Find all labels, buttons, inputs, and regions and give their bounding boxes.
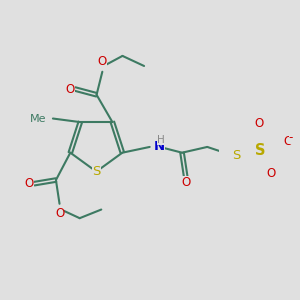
Text: N: N <box>154 140 165 153</box>
Text: O: O <box>25 177 34 190</box>
Text: O: O <box>182 176 191 189</box>
Text: S: S <box>92 165 100 178</box>
Text: O: O <box>266 167 275 180</box>
Text: S: S <box>232 149 241 162</box>
Text: O: O <box>284 135 293 148</box>
Text: O: O <box>98 55 107 68</box>
Text: S: S <box>256 143 266 158</box>
Text: -: - <box>289 131 293 144</box>
Text: O: O <box>65 82 75 95</box>
Text: H: H <box>157 135 164 145</box>
Text: Me: Me <box>30 113 46 124</box>
Text: O: O <box>254 117 264 130</box>
Text: O: O <box>55 207 64 220</box>
